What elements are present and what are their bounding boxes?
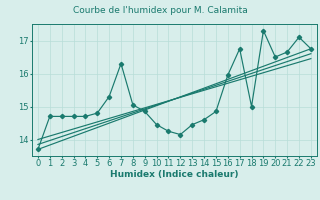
X-axis label: Humidex (Indice chaleur): Humidex (Indice chaleur) [110, 170, 239, 179]
Text: Courbe de l'humidex pour M. Calamita: Courbe de l'humidex pour M. Calamita [73, 6, 247, 15]
